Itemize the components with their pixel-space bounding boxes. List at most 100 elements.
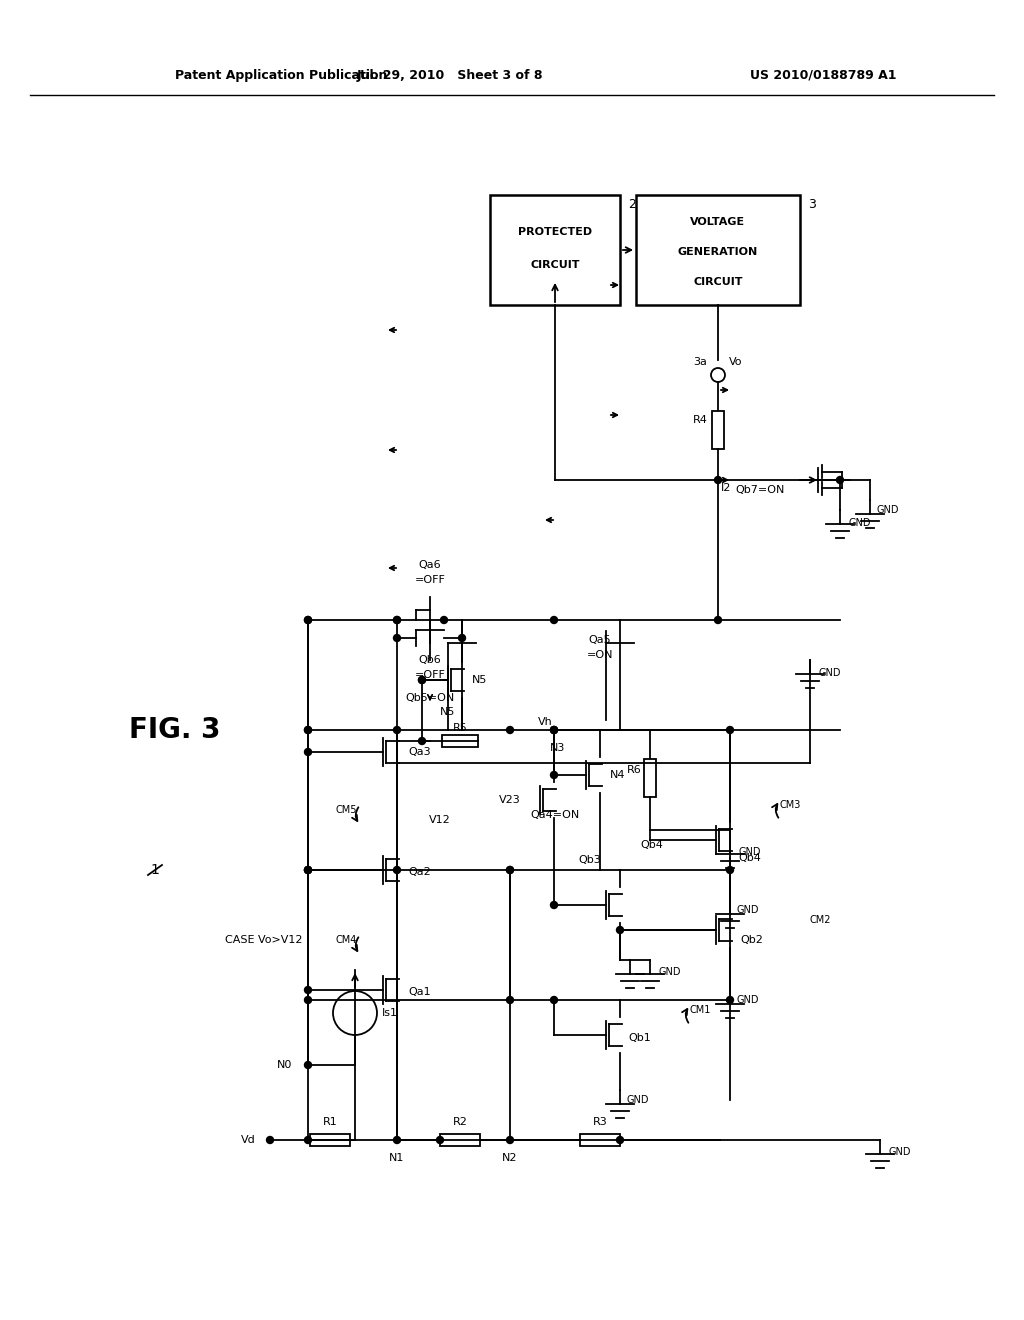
Text: GND: GND — [877, 506, 899, 515]
Text: Qb3: Qb3 — [579, 855, 601, 865]
Circle shape — [304, 866, 311, 874]
Text: R5: R5 — [453, 723, 467, 733]
Circle shape — [304, 748, 311, 755]
Text: N3: N3 — [550, 743, 565, 752]
Circle shape — [436, 1137, 443, 1143]
Circle shape — [616, 927, 624, 933]
Text: =OFF: =OFF — [415, 671, 445, 680]
Text: Qa4=ON: Qa4=ON — [530, 810, 580, 820]
Circle shape — [726, 997, 733, 1003]
Text: N0: N0 — [278, 1060, 293, 1071]
Text: Qb7=ON: Qb7=ON — [735, 484, 784, 495]
Text: Qb4: Qb4 — [641, 840, 664, 850]
Circle shape — [304, 726, 311, 734]
Circle shape — [459, 635, 466, 642]
Circle shape — [726, 866, 733, 874]
Circle shape — [304, 986, 311, 994]
Text: 3a: 3a — [693, 356, 707, 367]
Text: Qb6: Qb6 — [419, 655, 441, 665]
Text: VOLTAGE: VOLTAGE — [690, 216, 745, 227]
Text: Is1: Is1 — [382, 1008, 398, 1018]
Circle shape — [393, 635, 400, 642]
Circle shape — [507, 866, 513, 874]
Bar — [442, 735, 478, 747]
Circle shape — [551, 726, 557, 734]
Circle shape — [393, 866, 400, 874]
Circle shape — [419, 676, 426, 684]
Circle shape — [304, 866, 311, 874]
Circle shape — [726, 726, 733, 734]
Circle shape — [266, 1137, 273, 1143]
Text: Qa1: Qa1 — [409, 987, 431, 997]
Circle shape — [507, 1137, 513, 1143]
Bar — [580, 1134, 620, 1146]
Text: N4: N4 — [610, 770, 626, 780]
Text: Vo: Vo — [729, 356, 742, 367]
Text: CM4: CM4 — [335, 935, 356, 945]
Bar — [310, 1134, 350, 1146]
Text: N5: N5 — [472, 675, 487, 685]
Circle shape — [393, 616, 400, 623]
Text: 2: 2 — [628, 198, 636, 211]
Circle shape — [304, 616, 311, 623]
Text: GND: GND — [736, 995, 759, 1005]
Text: CIRCUIT: CIRCUIT — [530, 260, 580, 271]
Text: 3: 3 — [808, 198, 816, 211]
Text: CM3: CM3 — [779, 800, 801, 810]
Text: V23: V23 — [499, 795, 521, 805]
Text: CASE Vo>V12: CASE Vo>V12 — [225, 935, 302, 945]
Text: GND: GND — [627, 1096, 649, 1105]
Text: PROTECTED: PROTECTED — [518, 227, 592, 238]
Circle shape — [304, 866, 311, 874]
Text: Qa5: Qa5 — [589, 635, 611, 645]
Circle shape — [715, 616, 722, 623]
Circle shape — [304, 726, 311, 734]
Bar — [490, 195, 620, 305]
Circle shape — [551, 771, 557, 779]
Text: =OFF: =OFF — [415, 576, 445, 585]
Circle shape — [616, 1137, 624, 1143]
Circle shape — [304, 616, 311, 623]
Text: R6: R6 — [627, 766, 641, 775]
Circle shape — [507, 726, 513, 734]
Circle shape — [419, 738, 426, 744]
Text: R1: R1 — [323, 1117, 337, 1127]
Text: FIG. 3: FIG. 3 — [129, 715, 221, 744]
Circle shape — [440, 616, 447, 623]
Text: CM1: CM1 — [689, 1005, 711, 1015]
Circle shape — [551, 726, 557, 734]
Text: Patent Application Publication: Patent Application Publication — [175, 69, 387, 82]
Circle shape — [551, 726, 557, 734]
Circle shape — [304, 997, 311, 1003]
Text: CIRCUIT: CIRCUIT — [693, 277, 742, 286]
Text: Qa2: Qa2 — [409, 867, 431, 876]
Text: Qb2: Qb2 — [740, 935, 764, 945]
Text: R4: R4 — [692, 414, 708, 425]
Text: GND: GND — [736, 906, 759, 915]
Text: GND: GND — [658, 968, 681, 977]
Text: Qa6: Qa6 — [419, 560, 441, 570]
Bar — [440, 1134, 480, 1146]
Circle shape — [304, 1061, 311, 1068]
Text: CM5: CM5 — [335, 805, 356, 814]
Circle shape — [304, 1137, 311, 1143]
Circle shape — [551, 902, 557, 908]
Text: N1: N1 — [389, 1152, 404, 1163]
Text: I2: I2 — [721, 483, 731, 492]
Circle shape — [715, 477, 722, 483]
Circle shape — [393, 726, 400, 734]
Text: Qb5=ON: Qb5=ON — [406, 693, 455, 704]
Bar — [636, 195, 800, 305]
Circle shape — [393, 1137, 400, 1143]
Text: N2: N2 — [502, 1152, 518, 1163]
Text: 1: 1 — [151, 863, 160, 876]
Text: Qa3: Qa3 — [409, 747, 431, 756]
Text: =ON: =ON — [587, 649, 613, 660]
Text: CM2: CM2 — [809, 915, 830, 925]
Text: Vh: Vh — [538, 717, 552, 727]
Text: Vd: Vd — [241, 1135, 255, 1144]
Text: V12: V12 — [429, 814, 451, 825]
Text: R3: R3 — [593, 1117, 607, 1127]
Text: GND: GND — [849, 517, 871, 528]
Circle shape — [419, 676, 426, 684]
